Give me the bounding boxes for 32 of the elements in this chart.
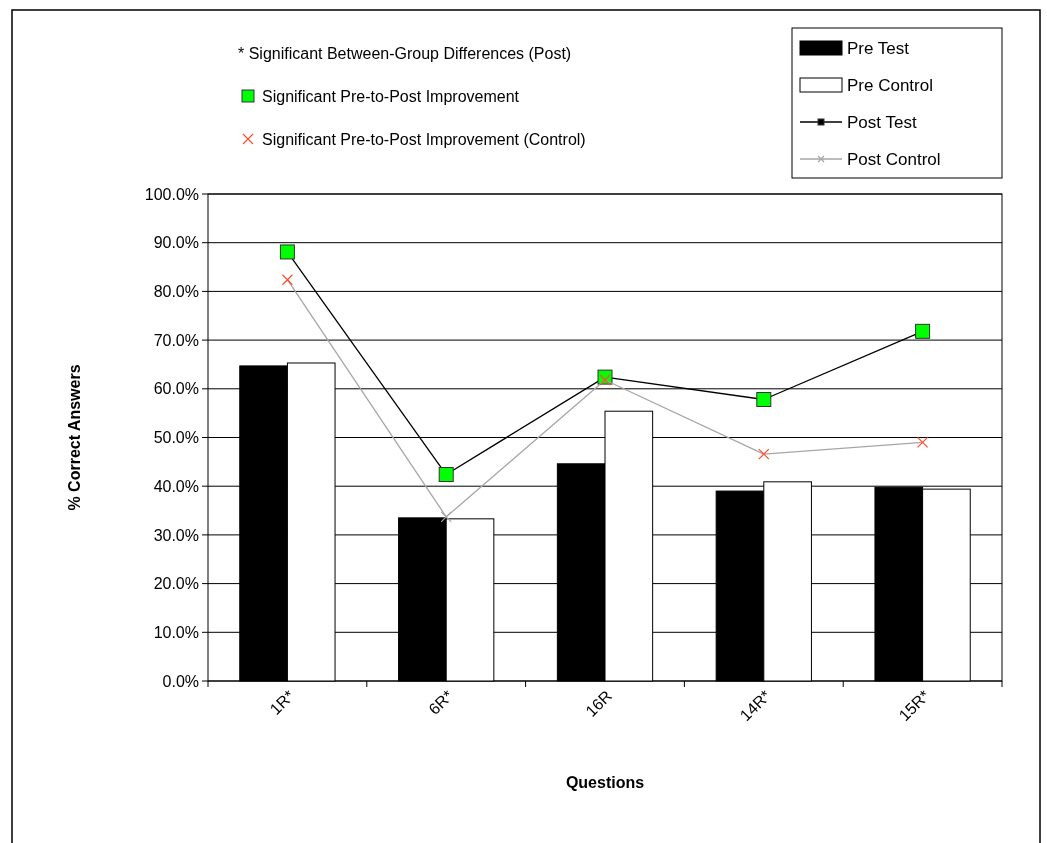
point bbox=[281, 274, 293, 286]
y-tick-label: 20.0% bbox=[153, 575, 199, 593]
y-tick-label: 40.0% bbox=[153, 477, 199, 495]
y-axis-title: % Correct Answers bbox=[66, 364, 83, 511]
legend-label: Pre Control bbox=[847, 75, 933, 95]
y-tick-label: 60.0% bbox=[153, 380, 199, 398]
x-tick-label: 6R* bbox=[425, 687, 457, 718]
point bbox=[438, 467, 454, 483]
x-tick-label: 1R* bbox=[266, 687, 298, 718]
point bbox=[756, 392, 772, 408]
point bbox=[758, 448, 770, 460]
text: * Significant Between-Group Differences (Post) bbox=[238, 44, 572, 62]
point bbox=[915, 323, 931, 339]
y-tick-label: 90.0% bbox=[153, 234, 199, 252]
legend-label: Post Control bbox=[847, 149, 941, 169]
legend-label: Pre Test bbox=[847, 38, 910, 58]
y-tick-label: 10.0% bbox=[153, 623, 199, 641]
y-tick-label: 100.0% bbox=[144, 185, 199, 203]
y-tick-label: 30.0% bbox=[153, 526, 199, 544]
text: Significant Pre-to-Post Improvement bbox=[262, 87, 520, 105]
legend-label: Post Test bbox=[847, 112, 917, 132]
y-tick-label: 50.0% bbox=[153, 429, 199, 447]
point bbox=[279, 244, 295, 260]
x-tick-label: 16R bbox=[582, 687, 616, 720]
y-tick-label: 70.0% bbox=[153, 331, 199, 349]
point bbox=[917, 436, 929, 448]
y-tick-label: 0.0% bbox=[162, 672, 199, 690]
text: Significant Pre-to-Post Improvement (Control) bbox=[262, 130, 586, 148]
point bbox=[440, 511, 452, 523]
y-tick-label: 80.0% bbox=[153, 283, 199, 300]
point bbox=[599, 374, 611, 386]
x-axis-title: Questions bbox=[565, 774, 645, 791]
